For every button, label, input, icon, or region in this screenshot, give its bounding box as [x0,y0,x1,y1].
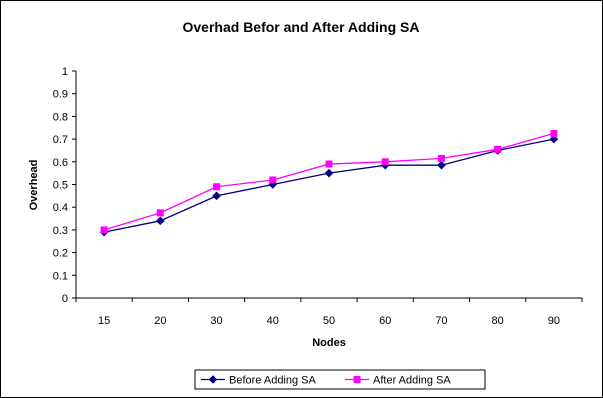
y-tick-label: 0.7 [53,134,68,146]
x-tick-label: 60 [379,315,391,327]
data-point [212,191,221,201]
y-tick-label: 1 [62,66,68,78]
x-tick-label: 20 [154,315,166,327]
x-tick-label: 90 [548,315,560,327]
data-point [156,209,164,217]
legend-box [194,369,486,390]
plot-background [76,71,582,298]
y-tick-label: 0 [62,293,68,305]
legend-label: Before Adding SA [229,375,317,387]
y-tick-label: 0.8 [53,111,68,123]
y-axis-title: Overhead [28,160,40,211]
y-tick-label: 0.1 [53,270,68,282]
data-point [494,145,502,153]
legend-label: After Adding SA [373,375,451,387]
plot-area: 0 0.1 0.2 0.3 0.4 0.5 0.6 0.7 0.8 0.9 1 15 20 30 40 50 6… [53,66,583,327]
x-tick-label: 40 [267,315,279,327]
data-point [437,154,445,162]
data-point [213,183,221,191]
data-point [100,226,108,234]
y-tick-label: 0.2 [53,248,68,260]
y-tick-label: 0.6 [53,157,68,169]
legend-marker [353,376,361,383]
data-point [381,158,389,166]
x-tick-label: 70 [435,315,447,327]
y-tick-label: 0.5 [53,180,68,192]
legend: Before Adding SA After Adding SA [194,369,486,390]
y-tick-label: 0.9 [53,89,68,101]
legend-entry: After Adding SA [345,375,451,387]
x-tick-label: 80 [492,315,504,327]
data-point [437,160,446,170]
data-point [550,129,558,137]
data-point [269,176,277,184]
data-point [324,168,334,178]
legend-entry: Before Adding SA [201,375,317,387]
x-axis-title: Nodes [312,337,346,349]
chart-title: Overhad Befor and After Adding SA [183,19,420,35]
x-tick-label: 30 [210,315,222,327]
y-tick-label: 0.4 [53,202,68,214]
x-tick-label: 50 [323,315,335,327]
y-tick-label: 0.3 [53,225,68,237]
data-point [549,134,559,144]
data-point [156,216,165,226]
legend-marker [208,375,218,384]
x-tick-label: 15 [98,315,110,327]
series-after-adding-sa [100,129,558,234]
data-point [325,160,333,168]
